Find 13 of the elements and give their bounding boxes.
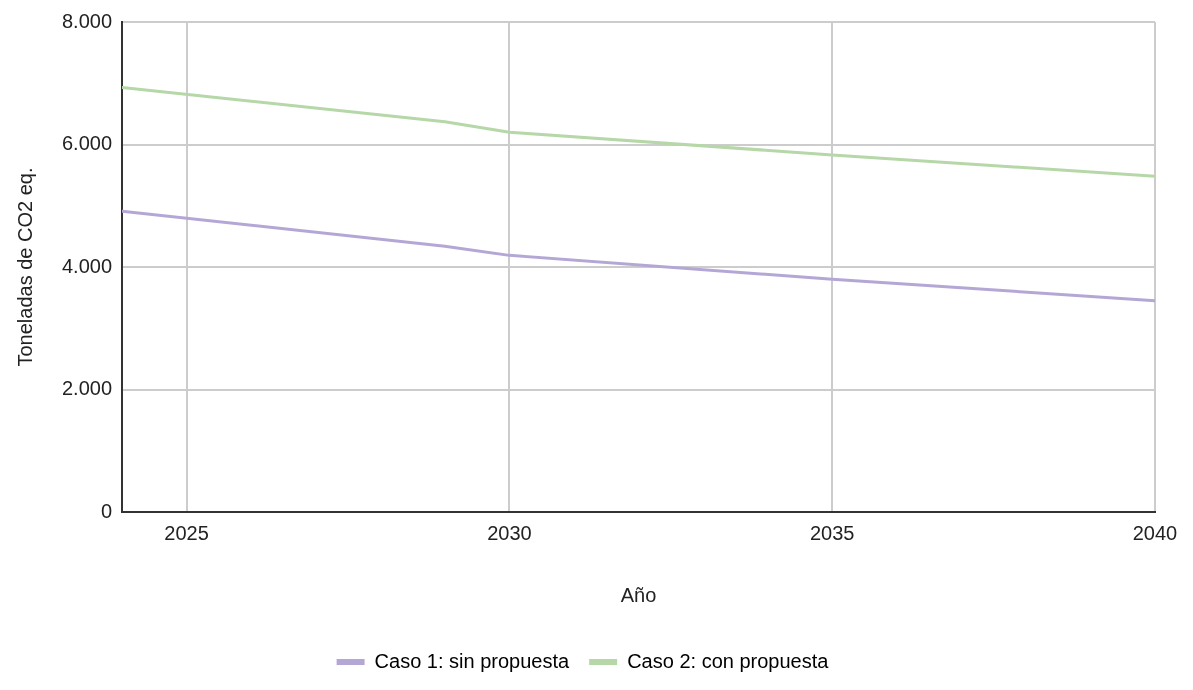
- y-tick-label: 2.000: [61, 377, 113, 400]
- y-tick-label: 0: [100, 499, 113, 522]
- legend-label: Caso 2: con propuesta: [627, 649, 830, 672]
- x-tick-label: 2035: [809, 521, 855, 544]
- legend-label: Caso 1: sin propuesta: [374, 649, 571, 672]
- y-tick-label: 4.000: [61, 254, 113, 277]
- x-tick-label: 2040: [1132, 521, 1178, 544]
- y-tick-label: 6.000: [61, 132, 113, 155]
- x-tick-label: 2025: [164, 521, 209, 544]
- y-axis-title: Toneladas de CO2 eq.: [13, 167, 36, 367]
- x-axis-title: Año: [620, 583, 657, 606]
- y-tick-label: 8.000: [61, 9, 113, 32]
- x-tick-label: 2030: [487, 521, 532, 544]
